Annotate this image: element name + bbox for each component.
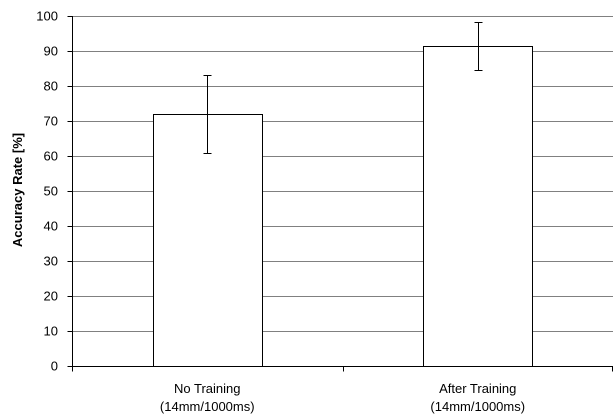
x-category-label: After Training (14mm/1000ms) bbox=[430, 381, 525, 414]
y-tick-label: 40 bbox=[44, 219, 58, 234]
x-category-label-line: No Training bbox=[174, 381, 240, 396]
bars bbox=[153, 46, 533, 367]
y-axis-title: Accuracy Rate [%] bbox=[10, 133, 25, 247]
y-tick-label: 0 bbox=[51, 359, 58, 374]
y-tick-label: 70 bbox=[44, 114, 58, 129]
y-tick-label: 60 bbox=[44, 149, 58, 164]
y-tick-label: 80 bbox=[44, 79, 58, 94]
x-category-labels: No Training (14mm/1000ms) After Training (1… bbox=[160, 381, 525, 414]
x-category-label-line: After Training bbox=[439, 381, 516, 396]
y-tick-labels: 0 10 20 30 40 50 60 70 80 90 100 bbox=[36, 9, 58, 374]
error-bars bbox=[203, 22, 483, 154]
y-tick-label: 50 bbox=[44, 184, 58, 199]
x-category-label: No Training (14mm/1000ms) bbox=[160, 381, 255, 414]
y-tick-label: 20 bbox=[44, 289, 58, 304]
x-category-label-line: (14mm/1000ms) bbox=[160, 399, 255, 414]
y-tick-label: 10 bbox=[44, 324, 58, 339]
y-tick-label: 30 bbox=[44, 254, 58, 269]
y-tick-label: 100 bbox=[36, 9, 58, 24]
bar bbox=[423, 46, 533, 367]
axes bbox=[67, 16, 613, 372]
x-category-label-line: (14mm/1000ms) bbox=[430, 399, 525, 414]
y-tick-label: 90 bbox=[44, 44, 58, 59]
